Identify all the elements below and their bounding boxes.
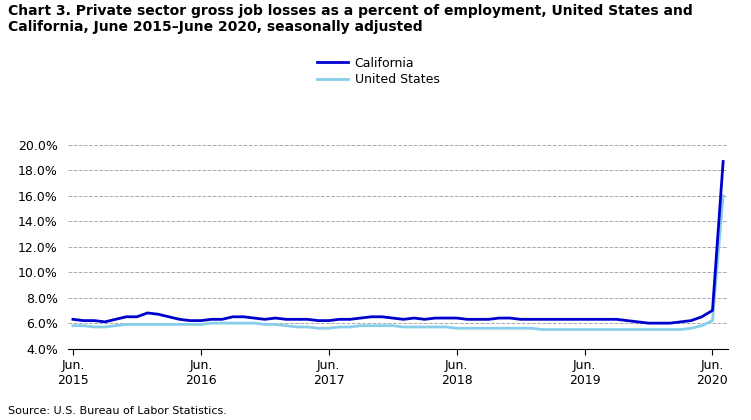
- California: [196, 318, 205, 323]
- United States: [239, 320, 248, 326]
- California: [122, 314, 131, 319]
- California: [463, 317, 472, 322]
- Line: California: California: [73, 162, 723, 323]
- California: [719, 159, 728, 164]
- United States: [388, 323, 397, 328]
- California: [388, 315, 397, 320]
- Text: Chart 3. Private sector gross job losses as a percent of employment, United Stat: Chart 3. Private sector gross job losses…: [8, 4, 692, 34]
- Text: Source: U.S. Bureau of Labor Statistics.: Source: U.S. Bureau of Labor Statistics.: [8, 406, 226, 416]
- United States: [68, 323, 77, 328]
- California: [68, 317, 77, 322]
- United States: [538, 327, 547, 332]
- California: [239, 314, 248, 319]
- United States: [463, 326, 472, 331]
- California: [633, 319, 642, 324]
- United States: [719, 193, 728, 198]
- United States: [122, 322, 131, 327]
- Legend: California, United States: California, United States: [317, 57, 439, 87]
- United States: [196, 322, 205, 327]
- United States: [644, 327, 653, 332]
- California: [644, 320, 653, 326]
- Line: United States: United States: [73, 196, 723, 330]
